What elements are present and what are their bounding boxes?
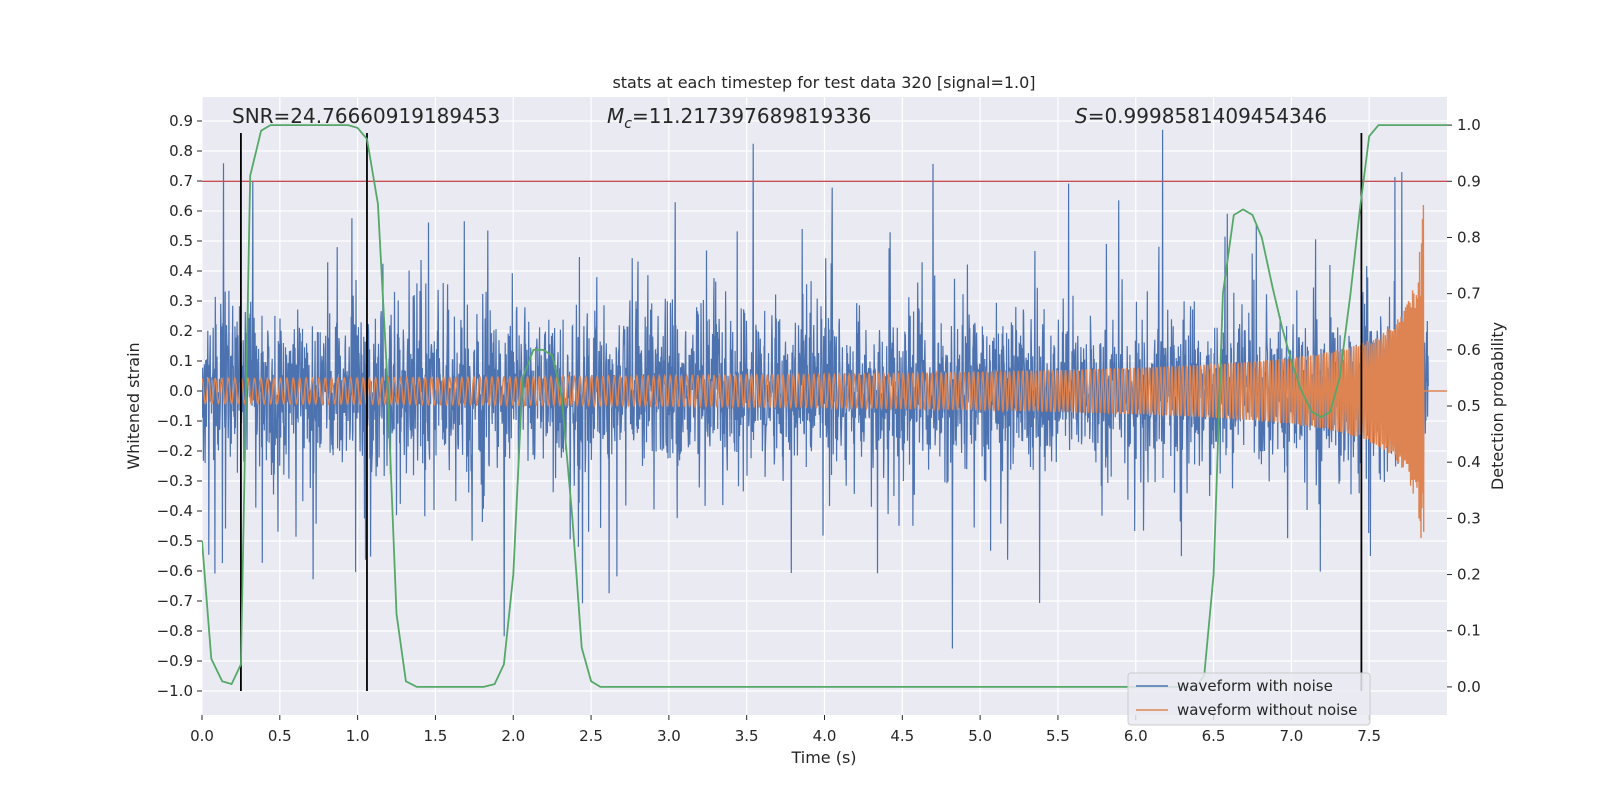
y-tick-label-2: 0.7 — [169, 172, 193, 190]
y-tick-label-3: 0.6 — [169, 202, 193, 220]
y-tick-label-11: −0.2 — [157, 442, 193, 460]
series-detection-probability — [202, 124, 1447, 688]
y2-tick-label-4: 0.6 — [1457, 341, 1481, 359]
x-tick-label-1: 0.5 — [268, 727, 292, 745]
y2-axis-ticks: 1.0 0.9 0.8 0.7 0.6 0.5 0.4 0.3 0.2 0.1 0.0 — [1447, 116, 1481, 696]
y2-tick-label-8: 0.2 — [1457, 566, 1481, 584]
x-tick-label-10: 5.0 — [968, 727, 992, 745]
y-tick-label-9: 0.0 — [169, 382, 193, 400]
y-tick-label-12: −0.3 — [157, 472, 193, 490]
x-tick-label-7: 3.5 — [735, 727, 759, 745]
legend-box — [1127, 672, 1371, 726]
y-axis-title: Whitened strain — [124, 342, 143, 469]
y2-tick-label-9: 0.1 — [1457, 622, 1481, 640]
x-tick-label-4: 2.0 — [501, 727, 525, 745]
x-tick-label-2: 1.0 — [346, 727, 370, 745]
event-marker-lines — [240, 133, 1363, 691]
chart-title: stats at each timestep for test data 320… — [612, 73, 1035, 92]
x-axis-ticks: 0.0 0.5 1.0 1.5 2.0 2.5 3.0 3.5 4.0 4.5 5.0 5.5 6.0 6… — [190, 715, 1381, 745]
x-tick-label-8: 4.0 — [813, 727, 837, 745]
y2-tick-label-2: 0.8 — [1457, 228, 1481, 246]
x-tick-label-0: 0.0 — [190, 727, 214, 745]
snr-annotation: SNR=24.76660919189453 — [232, 104, 500, 128]
y-tick-label-0: 0.9 — [169, 112, 193, 130]
y2-tick-label-7: 0.3 — [1457, 509, 1481, 527]
y-axis-ticks: 0.9 0.8 0.7 0.6 0.5 0.4 0.3 0.2 0.1 0.0 −0.1 −0.2 −0… — [157, 112, 202, 700]
y-tick-label-13: −0.4 — [157, 502, 193, 520]
x-axis-title: Time (s) — [790, 748, 856, 767]
x-tick-label-11: 5.5 — [1046, 727, 1070, 745]
x-tick-label-14: 7.0 — [1279, 727, 1303, 745]
x-tick-label-5: 2.5 — [579, 727, 603, 745]
y2-tick-label-5: 0.5 — [1457, 397, 1481, 415]
x-tick-label-9: 4.5 — [890, 727, 914, 745]
y-tick-label-4: 0.5 — [169, 232, 193, 250]
y-tick-label-15: −0.6 — [157, 562, 193, 580]
legend: waveform with noise waveform without noi… — [1127, 672, 1371, 726]
significance-symbol: S — [1075, 104, 1088, 128]
y2-tick-label-1: 0.9 — [1457, 172, 1481, 190]
chirp-mass-value: =11.217397689819336 — [632, 104, 871, 128]
y-tick-label-17: −0.8 — [157, 622, 193, 640]
legend-label-noise: waveform with noise — [1177, 677, 1333, 695]
y-tick-label-8: 0.1 — [169, 352, 193, 370]
x-tick-label-13: 6.5 — [1202, 727, 1226, 745]
y2-tick-label-6: 0.4 — [1457, 453, 1481, 471]
y-tick-label-18: −0.9 — [157, 652, 193, 670]
y-tick-label-7: 0.2 — [169, 322, 193, 340]
significance-value: =0.9998581409454346 — [1088, 104, 1327, 128]
y2-tick-label-10: 0.0 — [1457, 678, 1481, 696]
y-tick-label-14: −0.5 — [157, 532, 193, 550]
x-tick-label-3: 1.5 — [424, 727, 448, 745]
plot-series — [202, 124, 1447, 691]
y2-tick-label-0: 1.0 — [1457, 116, 1481, 134]
y-tick-label-5: 0.4 — [169, 262, 193, 280]
chirp-mass-subscript: c — [624, 116, 632, 132]
legend-label-clean: waveform without noise — [1177, 701, 1357, 719]
y-tick-label-6: 0.3 — [169, 292, 193, 310]
chirp-mass-symbol: M — [607, 104, 624, 128]
x-tick-label-15: 7.5 — [1357, 727, 1381, 745]
x-tick-label-12: 6.0 — [1124, 727, 1148, 745]
x-tick-label-6: 3.0 — [657, 727, 681, 745]
y-tick-label-16: −0.7 — [157, 592, 193, 610]
y-tick-label-1: 0.8 — [169, 142, 193, 160]
y-tick-label-10: −0.1 — [157, 412, 193, 430]
y2-tick-label-3: 0.7 — [1457, 285, 1481, 303]
y-tick-label-19: −1.0 — [157, 682, 193, 700]
significance-annotation: S=0.9998581409454346 — [1075, 104, 1327, 128]
y2-axis-title: Detection probability — [1488, 322, 1507, 490]
chirp-mass-annotation: Mc=11.217397689819336 — [607, 104, 871, 132]
